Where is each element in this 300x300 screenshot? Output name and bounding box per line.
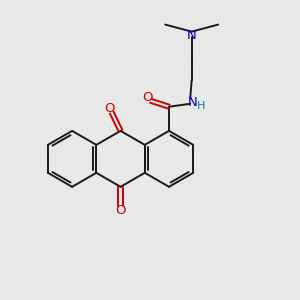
Text: N: N — [187, 29, 196, 42]
Text: H: H — [197, 101, 206, 111]
Text: O: O — [142, 91, 153, 104]
Text: O: O — [115, 204, 126, 217]
Text: N: N — [188, 96, 197, 110]
Text: O: O — [105, 102, 115, 115]
